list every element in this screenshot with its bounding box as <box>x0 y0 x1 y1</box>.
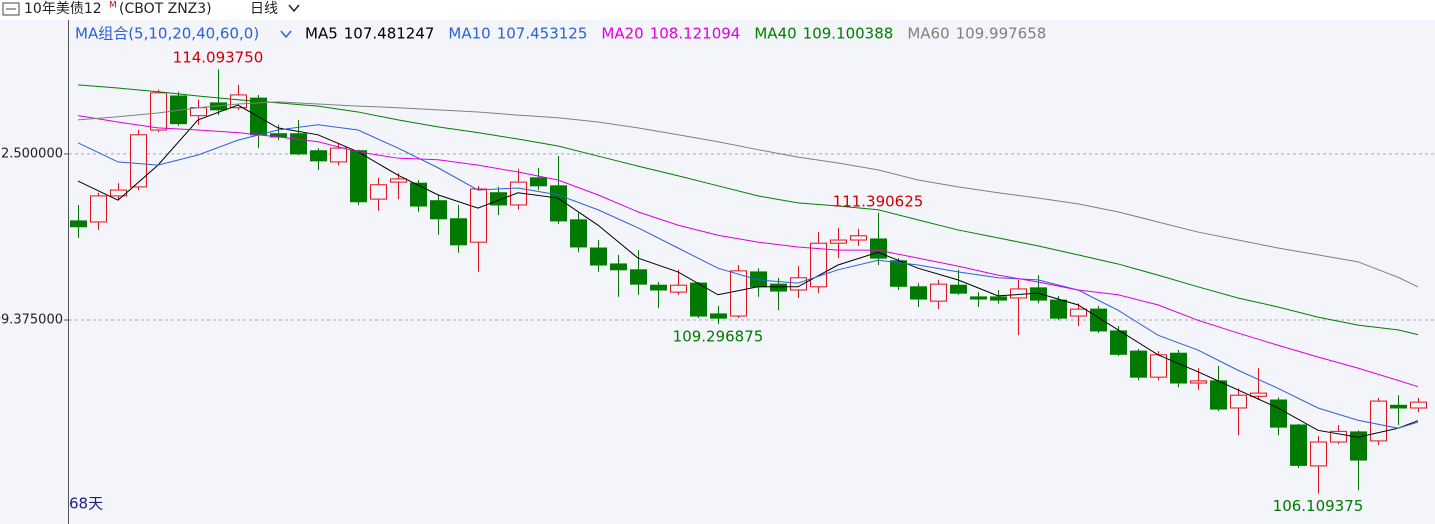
candle-body <box>350 150 367 203</box>
candle-body <box>1130 350 1147 378</box>
candle-body <box>330 147 347 163</box>
plot-background <box>0 20 1435 524</box>
legend-name: MA60 <box>907 25 949 43</box>
candle-body <box>1290 424 1307 466</box>
candle-body <box>190 107 207 117</box>
ma-line <box>77 104 1419 438</box>
candle-body <box>1230 394 1247 409</box>
candle-body <box>290 133 307 155</box>
legend-name: MA40 <box>754 25 796 43</box>
ma-line <box>77 124 1419 429</box>
candle-body <box>90 195 107 223</box>
legend-value: 108.121094 <box>650 25 741 43</box>
candle-body <box>930 283 947 302</box>
candle-body <box>610 263 627 271</box>
title: 10年美债12 <box>24 1 102 17</box>
candle-body <box>1310 441 1327 467</box>
candle-body <box>590 247 607 266</box>
title-sup: M <box>109 1 117 11</box>
candle-body <box>1410 401 1427 409</box>
candle-body <box>1050 299 1067 319</box>
candle-body <box>1210 380 1227 410</box>
candle-body <box>550 185 567 222</box>
legend-name: MA10 <box>448 25 490 43</box>
candle-body <box>1090 308 1107 332</box>
candle-body <box>890 260 907 287</box>
candle-body <box>630 269 647 285</box>
candle-body <box>1270 399 1287 428</box>
candle-body <box>530 177 547 187</box>
candle-body <box>130 134 147 188</box>
legend-value: 109.997658 <box>956 25 1047 43</box>
candle-body <box>390 178 407 183</box>
candle-body <box>370 184 387 200</box>
candle-body <box>770 283 787 292</box>
candle-body <box>690 282 707 317</box>
candle-body <box>1390 404 1407 409</box>
period[interactable]: 日线 <box>250 1 278 17</box>
candle-body <box>310 150 327 162</box>
candle-body <box>830 239 847 244</box>
candle-body <box>870 238 887 259</box>
icon[interactable] <box>2 2 20 16</box>
candle-body <box>470 188 487 243</box>
candle-body <box>750 271 767 288</box>
candle-body <box>1110 330 1127 355</box>
legend-value: 109.100388 <box>803 25 894 43</box>
candle-body <box>730 270 747 317</box>
candle-body <box>150 92 167 131</box>
candle-body <box>1190 380 1207 384</box>
candle-body <box>850 235 867 241</box>
legend-value: 107.453125 <box>497 25 588 43</box>
candle-body <box>1330 430 1347 443</box>
annotation: 114.093750 <box>173 49 264 67</box>
candle-body <box>570 219 587 248</box>
candle-body <box>1150 354 1167 378</box>
candle-body <box>1010 288 1027 299</box>
dropdown-arrow[interactable] <box>288 4 300 13</box>
legend-value: 107.481247 <box>344 25 435 43</box>
candle-body <box>1070 308 1087 317</box>
legend-name: MA20 <box>601 25 643 43</box>
ma-line <box>77 101 1419 288</box>
candle-body <box>70 220 87 228</box>
ma-line <box>77 84 1419 336</box>
candle-body <box>1250 392 1267 397</box>
candle-body <box>1350 431 1367 461</box>
legend-name: MA5 <box>305 25 338 43</box>
candle-body <box>990 296 1007 301</box>
candle-body <box>410 182 427 207</box>
candle-body <box>710 313 727 319</box>
candle-body <box>490 192 507 206</box>
annotation: 109.296875 <box>673 328 764 346</box>
annotation: 106.109375 <box>1273 497 1364 515</box>
code: (CBOT ZNZ3) <box>119 1 212 17</box>
candle-body <box>670 284 687 293</box>
candle-body <box>1370 400 1387 442</box>
annotation: 111.390625 <box>833 192 924 210</box>
y-tick-label: 112.500000 <box>0 146 63 161</box>
dropdown-arrow[interactable] <box>280 30 292 39</box>
candle-body <box>970 296 987 300</box>
candle-body <box>950 284 967 294</box>
candle-body <box>650 284 667 291</box>
candle-body <box>1170 352 1187 384</box>
candle-body <box>450 218 467 246</box>
period-label: 68天 <box>69 495 103 513</box>
candle-body <box>430 200 447 220</box>
ma-line <box>77 115 1419 388</box>
y-tick-label: 109.375000 <box>0 313 63 328</box>
candle-body <box>910 286 927 300</box>
ma-group[interactable]: MA组合(5,10,20,40,60,0) <box>75 25 259 43</box>
candle-body <box>810 242 827 288</box>
